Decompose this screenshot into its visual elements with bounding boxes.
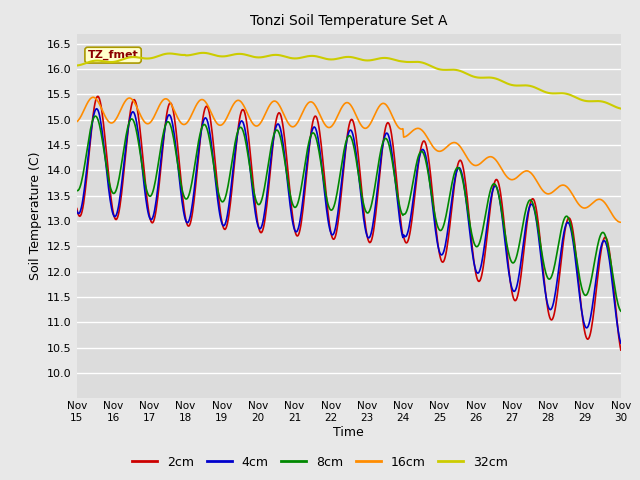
X-axis label: Time: Time [333,426,364,439]
Y-axis label: Soil Temperature (C): Soil Temperature (C) [29,152,42,280]
Legend: 2cm, 4cm, 8cm, 16cm, 32cm: 2cm, 4cm, 8cm, 16cm, 32cm [127,451,513,474]
Text: TZ_fmet: TZ_fmet [88,50,138,60]
Title: Tonzi Soil Temperature Set A: Tonzi Soil Temperature Set A [250,14,447,28]
